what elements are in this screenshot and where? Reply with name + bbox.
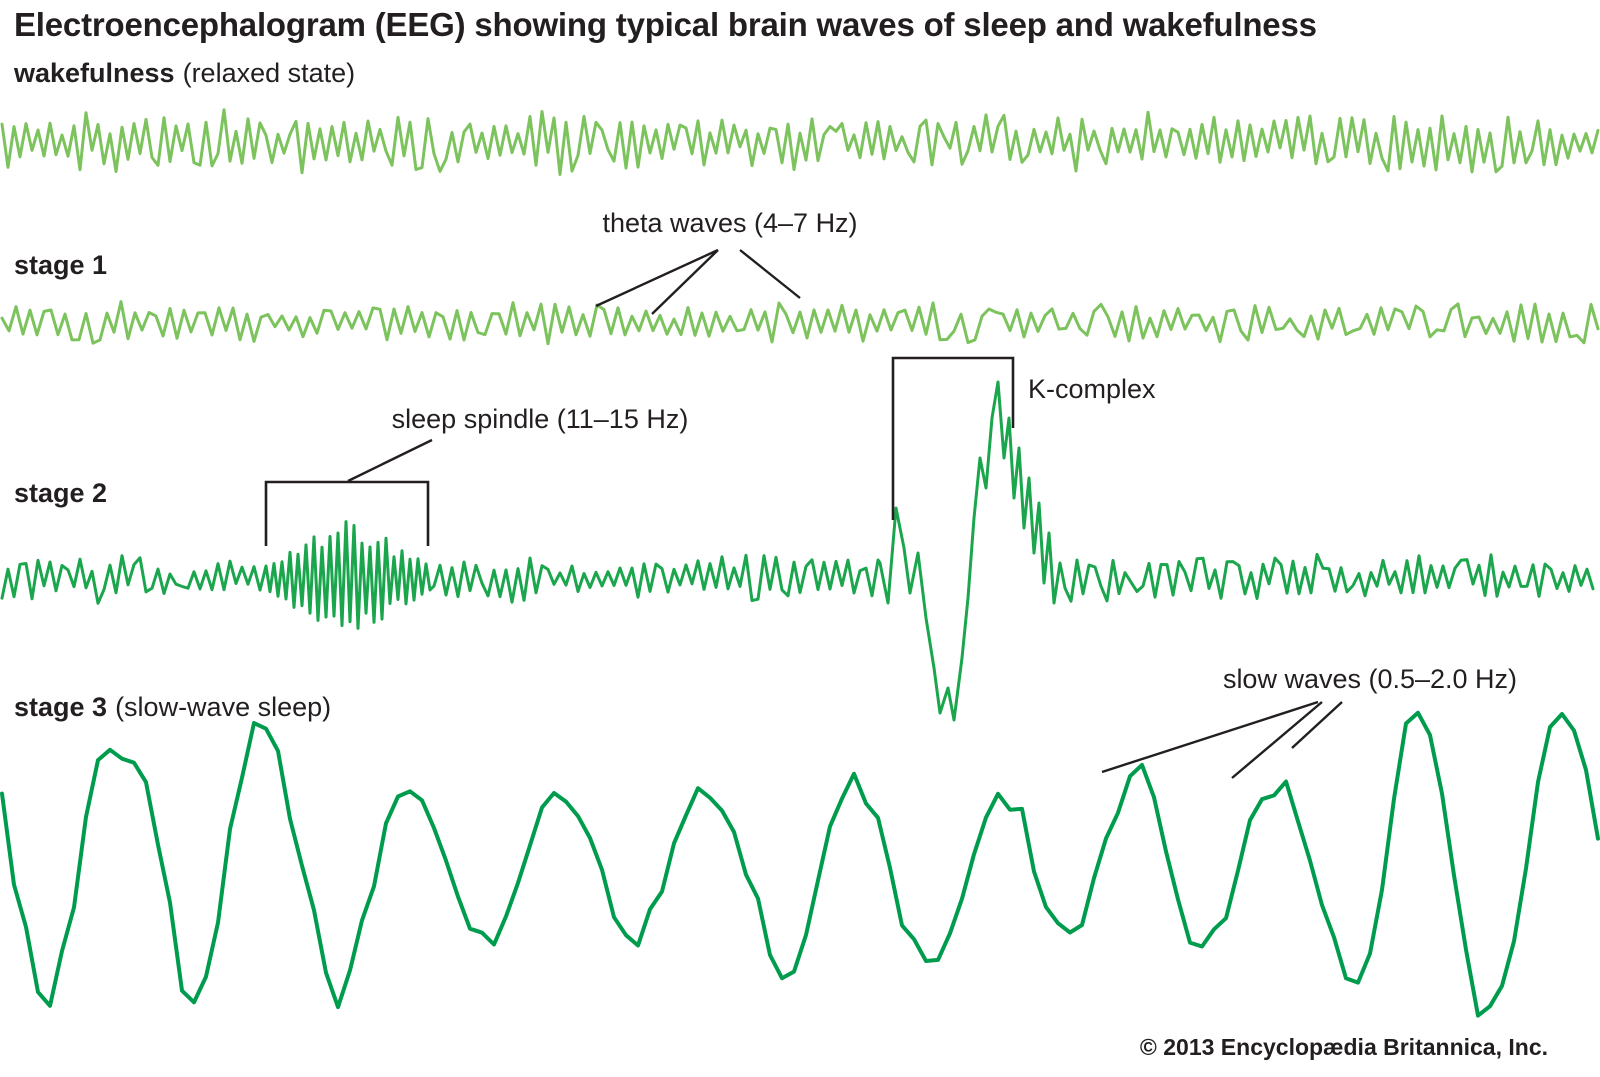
sleep-spindle-pointer-line <box>347 438 433 483</box>
theta-waves-annotation: theta waves (4–7 Hz) <box>602 208 858 238</box>
wakefulness-trace <box>0 108 1600 176</box>
theta-pointer-lines <box>595 248 801 315</box>
wakefulness-sublabel: (relaxed state) <box>182 58 356 88</box>
stage1-label: stage 1 <box>14 250 108 280</box>
k-complex-annotation: K-complex <box>1028 374 1156 404</box>
copyright-notice: © 2013 Encyclopædia Britannica, Inc. <box>1139 1034 1548 1060</box>
trace-layer <box>0 108 1600 1018</box>
sleep-spindle-annotation: sleep spindle (11–15 Hz) <box>391 404 689 434</box>
figure-title: Electroencephalogram (EEG) showing typic… <box>14 6 1317 43</box>
row-label-stage3: stage 3 (slow-wave sleep) <box>14 692 331 723</box>
stage3-sublabel: (slow-wave sleep) <box>115 692 332 722</box>
k-complex-bracket <box>891 356 1015 520</box>
stage2-label: stage 2 <box>14 478 108 508</box>
row-label-stage1: stage 1 <box>14 250 115 281</box>
stage2-trace <box>0 380 1595 722</box>
stage3-trace <box>0 710 1600 1018</box>
stage3-label: stage 3 <box>14 692 108 722</box>
row-label-stage2: stage 2 <box>14 478 115 509</box>
slow-waves-annotation: slow waves (0.5–2.0 Hz) <box>1222 664 1518 694</box>
stage1-trace <box>0 300 1600 346</box>
wakefulness-label: wakefulness <box>14 58 175 88</box>
row-label-wakefulness: wakefulness (relaxed state) <box>14 58 355 89</box>
sleep-spindle-bracket <box>264 480 430 546</box>
slow-waves-pointer-lines <box>1101 700 1343 779</box>
